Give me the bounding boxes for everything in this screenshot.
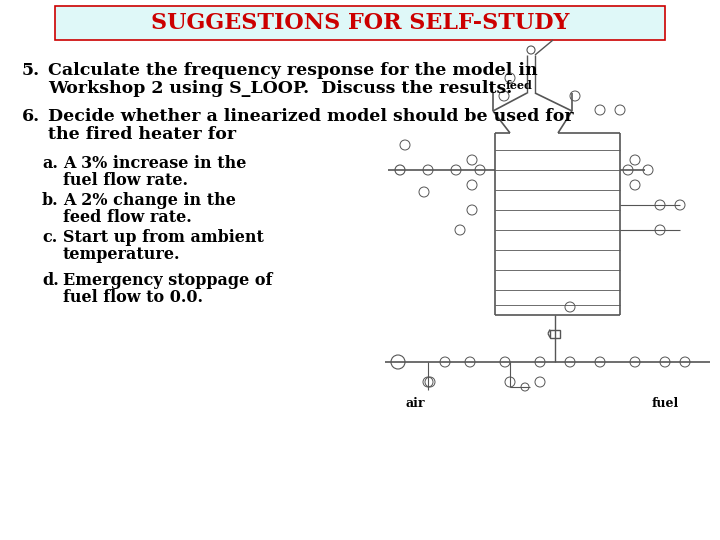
Text: a.: a. [42, 155, 58, 172]
Text: Calculate the frequency response for the model in: Calculate the frequency response for the… [48, 62, 538, 79]
Text: fuel: fuel [652, 397, 679, 410]
Text: A 2% change in the: A 2% change in the [63, 192, 236, 209]
Text: SUGGESTIONS FOR SELF-STUDY: SUGGESTIONS FOR SELF-STUDY [150, 12, 570, 34]
Text: fuel flow rate.: fuel flow rate. [63, 172, 188, 189]
Text: air: air [405, 397, 425, 410]
Text: feed: feed [506, 80, 533, 91]
Text: b.: b. [42, 192, 58, 209]
Text: Emergency stoppage of: Emergency stoppage of [63, 272, 272, 289]
Text: c.: c. [42, 229, 58, 246]
Text: fuel flow to 0.0.: fuel flow to 0.0. [63, 289, 203, 306]
Text: Start up from ambient: Start up from ambient [63, 229, 264, 246]
Text: d.: d. [42, 272, 59, 289]
Text: feed flow rate.: feed flow rate. [63, 209, 192, 226]
Text: the fired heater for: the fired heater for [48, 126, 236, 143]
Text: temperature.: temperature. [63, 246, 181, 263]
Bar [550, 329, 560, 338]
Text: Workshop 2 using S_LOOP.  Discuss the results.: Workshop 2 using S_LOOP. Discuss the res… [48, 80, 512, 97]
FancyBboxPatch shape [55, 6, 665, 40]
Text: A 3% increase in the: A 3% increase in the [63, 155, 246, 172]
Text: 5.: 5. [22, 62, 40, 79]
Text: Decide whether a linearized model should be used for: Decide whether a linearized model should… [48, 108, 574, 125]
Text: 6.: 6. [22, 108, 40, 125]
